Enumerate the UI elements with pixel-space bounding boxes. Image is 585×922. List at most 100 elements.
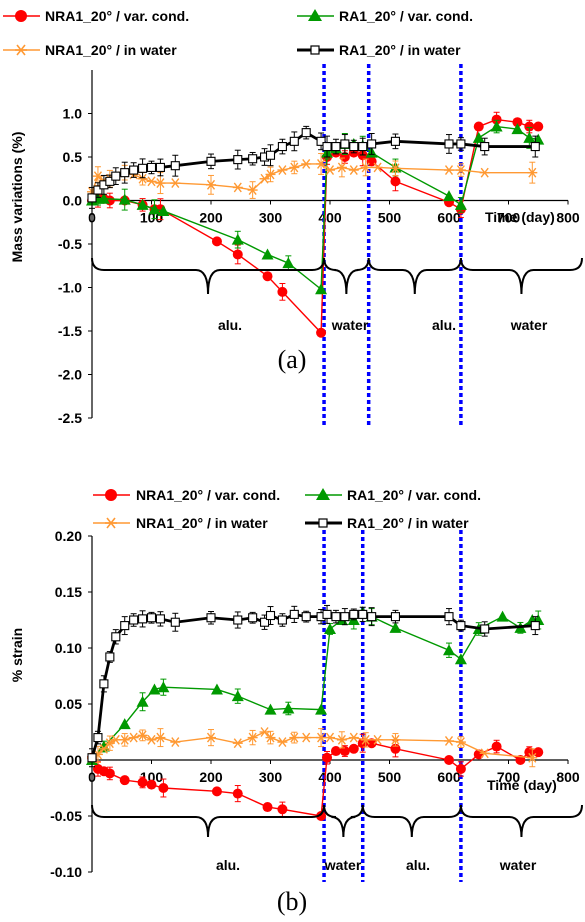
data-point: [119, 734, 130, 745]
panel-caption-b: (b): [277, 887, 307, 916]
data-point: [316, 327, 327, 338]
data-point: [110, 734, 121, 745]
asterisk-stroke: [290, 162, 299, 173]
data-point: [146, 779, 157, 790]
data-point: [261, 248, 274, 260]
asterisk-stroke: [120, 734, 129, 745]
x-tick-label: 400: [318, 210, 342, 226]
asterisk-stroke: [156, 732, 165, 743]
phase-label-b-1: alu.: [216, 857, 240, 873]
data-point: [277, 615, 287, 625]
x-tick-label: 500: [378, 769, 402, 785]
data-point: [155, 162, 165, 172]
y-tick-label: 0.0: [63, 193, 83, 209]
data-point: [233, 155, 243, 165]
data-point: [118, 193, 131, 205]
asterisk-stroke: [93, 171, 103, 182]
asterisk-stroke: [528, 752, 537, 763]
y-tick-label: -0.5: [58, 236, 82, 252]
panel-caption-a: (a): [278, 345, 307, 374]
data-point: [259, 617, 270, 627]
series-1: [86, 606, 545, 765]
divider-lines-a: [322, 64, 463, 428]
data-point: [316, 159, 327, 169]
data-point: [366, 738, 377, 749]
data-point: [527, 752, 538, 763]
data-point: [340, 139, 350, 149]
phase-brace: [367, 257, 462, 295]
asterisk-stroke: [99, 743, 108, 754]
data-point: [496, 610, 509, 622]
asterisk-stroke: [206, 179, 216, 190]
phase-label-a-2: water: [331, 317, 369, 333]
asterisk-stroke: [528, 167, 537, 178]
phase-brace: [91, 804, 326, 838]
phase-label-a-4: water: [510, 317, 548, 333]
data-point: [233, 615, 243, 625]
data-point: [349, 609, 359, 619]
axis-ticks-a: 1.00.50.0-0.5-1.0-1.5-2.0-2.50 100 200 300 4…: [58, 70, 580, 426]
data-point: [231, 233, 244, 245]
data-point: [325, 165, 335, 175]
y-tick-label: 0.15: [55, 584, 82, 600]
data-point: [348, 743, 359, 754]
data-point: [206, 613, 216, 623]
data-point: [444, 612, 454, 622]
data-point: [533, 121, 544, 132]
asterisk-stroke: [290, 732, 299, 743]
y-tick-label: 0.5: [63, 149, 83, 165]
data-point: [289, 136, 299, 146]
data-point: [104, 768, 115, 779]
data-point: [206, 179, 216, 190]
x-axis-label-b: Time (day): [487, 777, 557, 793]
data-point: [265, 150, 276, 160]
data-point: [265, 732, 276, 743]
asterisk-stroke: [278, 165, 287, 175]
series-0: [87, 733, 544, 821]
asterisk-stroke: [325, 165, 335, 175]
phase-label-a-3: alu.: [432, 317, 456, 333]
data-point: [157, 681, 170, 693]
series-2: [87, 153, 538, 199]
data-point: [443, 190, 455, 202]
asterisk-stroke: [260, 173, 269, 184]
data-point: [277, 737, 288, 748]
asterisk-stroke: [325, 732, 335, 743]
x-tick-label: 400: [318, 769, 342, 785]
data-point: [129, 165, 139, 175]
data-point: [87, 753, 97, 763]
asterisk-stroke: [206, 732, 216, 743]
data-point: [248, 154, 258, 164]
data-point: [157, 204, 170, 216]
series-line: [90, 612, 536, 759]
y-tick-label: 0.10: [55, 640, 82, 656]
data-point: [444, 755, 454, 765]
data-point: [137, 730, 148, 741]
x-tick-label: 600: [437, 769, 461, 785]
data-point: [136, 695, 149, 707]
data-point: [282, 257, 295, 269]
data-point: [170, 617, 180, 627]
data-point: [138, 163, 148, 173]
plot-series-a: [86, 111, 545, 338]
data-point: [206, 156, 216, 166]
y-tick-label: -0.05: [50, 808, 82, 824]
data-point: [533, 747, 544, 758]
divider-lines-b: [322, 530, 463, 882]
data-point: [146, 176, 157, 187]
axis-ticks-b: 0.200.150.100.050.00-0.05-0.100 100 200 300…: [50, 528, 580, 880]
asterisk-stroke: [171, 737, 180, 748]
data-point: [138, 614, 148, 624]
data-point: [262, 802, 273, 813]
data-point: [262, 271, 273, 282]
data-point: [206, 732, 216, 743]
data-point: [119, 775, 130, 786]
data-point: [454, 198, 467, 210]
data-point: [129, 615, 139, 625]
asterisk-stroke: [373, 162, 382, 173]
y-tick-label: -0.10: [50, 864, 82, 880]
asterisk-stroke: [111, 734, 120, 745]
data-point: [118, 718, 131, 730]
phase-label-b-4: water: [499, 857, 537, 873]
data-point: [265, 610, 276, 621]
